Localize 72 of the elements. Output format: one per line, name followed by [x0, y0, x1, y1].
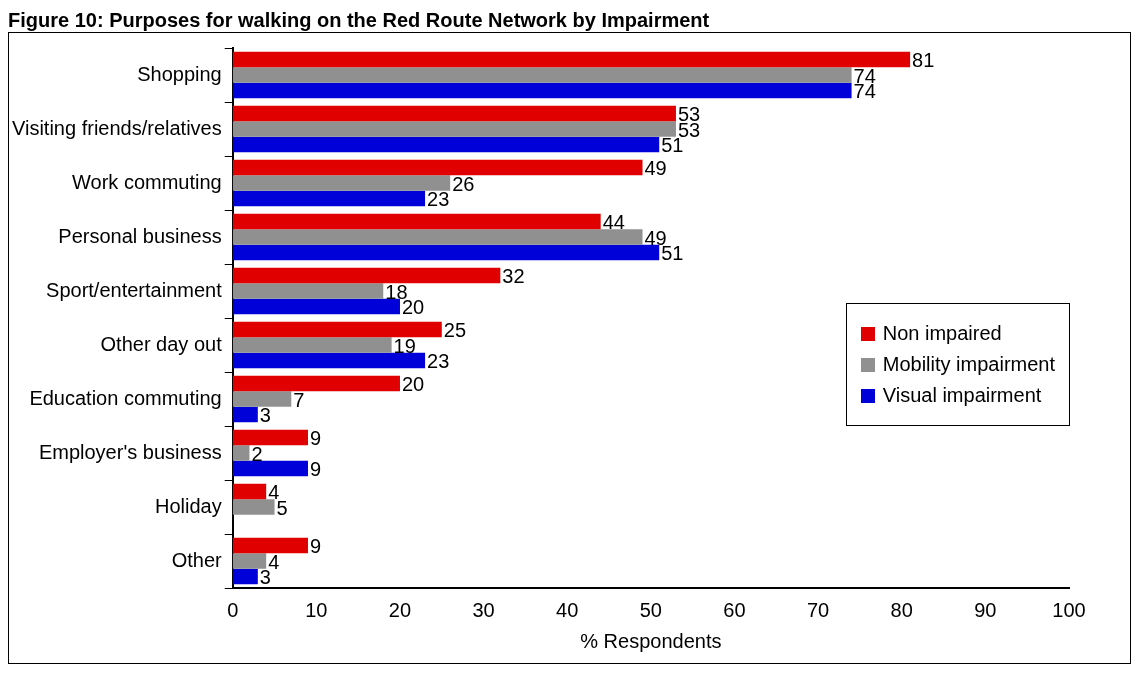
bar	[232, 460, 308, 477]
y-tick-label: Visiting friends/relatives	[11, 116, 222, 139]
bar	[232, 375, 400, 392]
y-tick-label: Other	[171, 548, 223, 571]
bar	[232, 244, 660, 261]
bar	[232, 321, 442, 338]
x-tick-label: 40	[556, 598, 579, 621]
x-tick-label: 80	[890, 598, 913, 621]
bar	[232, 406, 258, 423]
x-axis-title: % Respondents	[580, 629, 722, 652]
data-label: 23	[427, 188, 450, 210]
data-label: 81	[912, 49, 935, 72]
data-label: 9	[309, 535, 322, 558]
y-tick-label: Work commuting	[72, 170, 222, 193]
bar	[232, 391, 292, 407]
bar	[232, 499, 275, 515]
x-tick-label: 100	[1052, 598, 1086, 621]
x-tick-label: 50	[639, 598, 662, 621]
x-tick-label: 60	[723, 598, 746, 621]
y-tick-label: Shopping	[137, 62, 222, 85]
bar	[232, 190, 426, 207]
chart-title: Figure 10: Purposes for walking on the Red Route Network by Impairment	[8, 8, 711, 32]
bar	[232, 445, 250, 461]
x-tick-label: 0	[227, 598, 239, 621]
data-label: 44	[602, 211, 625, 234]
data-label: 23	[427, 350, 450, 372]
bar	[232, 159, 643, 176]
bar	[232, 568, 258, 585]
bar	[232, 51, 911, 68]
x-tick-label: 70	[806, 598, 830, 621]
y-tick-label: Education commuting	[29, 386, 222, 409]
bar	[232, 553, 267, 569]
data-label: 7	[293, 388, 305, 411]
data-label: 49	[644, 157, 667, 180]
legend-label: Visual impairment	[882, 384, 1042, 407]
bar	[232, 298, 400, 315]
bar	[232, 483, 267, 500]
bar	[232, 136, 660, 153]
bar	[232, 537, 308, 554]
x-tick-label: 90	[974, 598, 997, 621]
bar	[232, 283, 384, 299]
y-tick-label: Holiday	[155, 494, 222, 517]
y-tick-label: Sport/entertainment	[46, 278, 223, 301]
bar	[232, 429, 308, 446]
y-tick-label: Employer's business	[38, 440, 222, 463]
bar	[232, 229, 643, 245]
bar	[232, 121, 676, 137]
data-label: 26	[452, 172, 475, 195]
x-tick-label: 10	[305, 598, 328, 621]
bar	[232, 175, 451, 191]
data-label: 9	[309, 458, 322, 480]
data-label: 32	[502, 265, 525, 288]
data-label: 3	[259, 404, 271, 426]
y-tick-label: Other day out	[100, 332, 223, 355]
x-tick-label: 30	[472, 598, 495, 621]
bar	[232, 82, 852, 99]
data-label: 20	[401, 373, 425, 396]
bar	[232, 267, 501, 284]
data-label: 3	[259, 566, 271, 588]
bar	[232, 213, 601, 230]
bar	[232, 67, 852, 83]
data-label: 2	[251, 442, 263, 465]
data-label: 19	[393, 334, 416, 357]
bar	[232, 105, 676, 122]
x-tick-label: 20	[388, 598, 412, 621]
bar	[232, 337, 392, 353]
data-label: 9	[309, 427, 322, 450]
data-label: 25	[443, 319, 467, 342]
legend-label: Mobility impairment	[882, 353, 1055, 376]
bar	[232, 352, 426, 369]
y-tick-label: Personal business	[58, 224, 222, 247]
legend-label: Non impaired	[882, 322, 1002, 345]
